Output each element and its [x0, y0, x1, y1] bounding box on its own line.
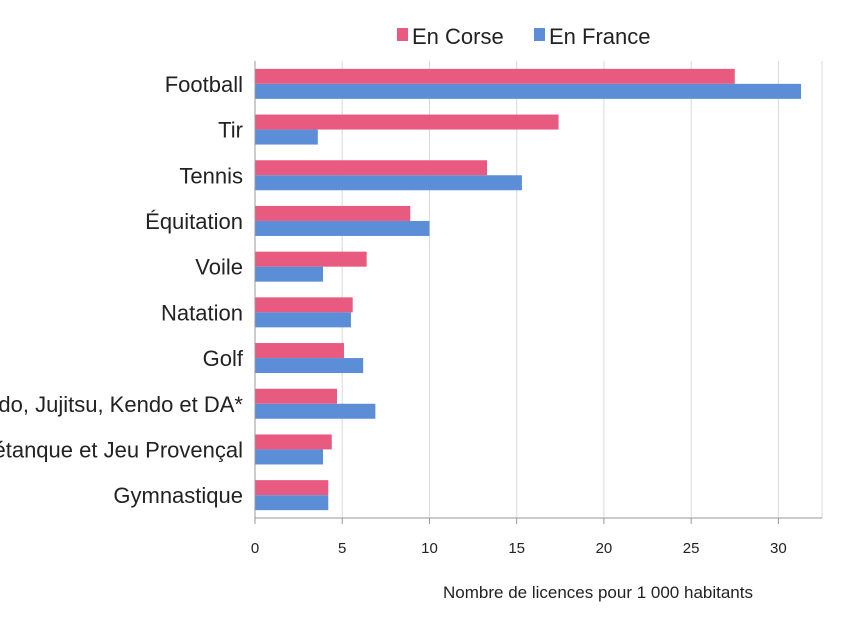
x-tick-labels: 0 5 10 15 20 25 30 [251, 540, 787, 557]
bar-en-france-gymnastique [255, 495, 329, 511]
category-label-tir: Tir [218, 118, 243, 143]
category-label-natation: Natation [161, 300, 243, 325]
bar-en-corse-equitation [255, 205, 411, 221]
grid [254, 61, 823, 524]
category-label-gymnastique: Gymnastique [113, 483, 243, 508]
axes [254, 61, 822, 519]
category-label-equitation: Équitation [145, 209, 243, 234]
category-label-judo-jujitsu-kendo-et-da: Judo, Jujitsu, Kendo et DA* [0, 392, 243, 417]
legend-label-en-france: En France [549, 24, 651, 49]
bar-en-corse-judo-jujitsu-kendo-et-da [255, 388, 337, 404]
x-tick-label: 25 [683, 540, 700, 557]
bar-en-corse-petanque-et-jeu-provencal [255, 434, 332, 450]
legend: En Corse En France [397, 24, 651, 49]
legend-swatch-en-corse [397, 28, 408, 41]
bar-en-corse-tennis [255, 160, 488, 176]
bar-en-france-voile [255, 266, 324, 282]
x-axis-title: Nombre de licences pour 1 000 habitants [443, 583, 753, 602]
bar-en-corse-natation [255, 297, 353, 313]
bar-en-corse-football [255, 68, 735, 84]
bar-en-corse-voile [255, 251, 367, 267]
category-label-petanque-et-jeu-provencal: Pétanque et Jeu Provençal [0, 437, 243, 462]
bar-en-france-equitation [255, 220, 430, 236]
category-label-football: Football [165, 72, 243, 97]
x-tick-label: 10 [421, 540, 438, 557]
bar-en-france-golf [255, 358, 364, 374]
category-label-tennis: Tennis [179, 163, 243, 188]
bar-en-france-tennis [255, 175, 522, 191]
x-tick-label: 0 [251, 540, 259, 557]
bar-en-france-petanque-et-jeu-provencal [255, 449, 324, 465]
x-tick-label: 20 [596, 540, 613, 557]
bars [255, 68, 802, 511]
bar-en-france-judo-jujitsu-kendo-et-da [255, 403, 376, 419]
bar-en-corse-tir [255, 114, 559, 130]
category-label-golf: Golf [203, 346, 244, 371]
bar-en-france-football [255, 83, 802, 99]
x-tick-label: 15 [508, 540, 525, 557]
legend-swatch-en-france [534, 28, 545, 41]
bar-en-france-natation [255, 312, 351, 328]
legend-label-en-corse: En Corse [412, 24, 504, 49]
category-labels: Football Tir Tennis Équitation Voile Natation… [0, 72, 244, 508]
bar-en-corse-gymnastique [255, 480, 329, 496]
x-tick-label: 30 [770, 540, 787, 557]
x-tick-label: 5 [338, 540, 346, 557]
category-label-voile: Voile [195, 255, 243, 280]
bar-en-corse-golf [255, 343, 344, 359]
bar-en-france-tir [255, 129, 318, 145]
